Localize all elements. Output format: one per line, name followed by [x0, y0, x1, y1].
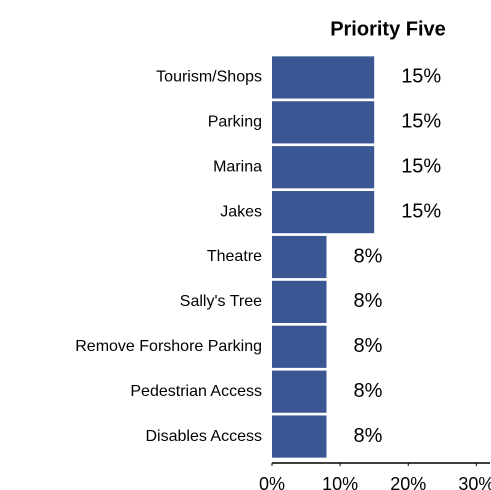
x-tick-label: 0% — [259, 474, 285, 490]
chart-title: Priority Five — [330, 18, 446, 40]
y-tick-label: Theatre — [207, 248, 262, 265]
value-label: 8% — [354, 245, 383, 267]
bar — [272, 56, 375, 99]
bar — [272, 235, 327, 279]
bar — [272, 146, 375, 189]
y-tick-label: Remove Forshore Parking — [75, 338, 262, 355]
y-tick-label: Disables Access — [146, 428, 263, 445]
value-label: 8% — [354, 335, 383, 357]
value-label: 15% — [401, 111, 441, 133]
value-label: 15% — [401, 200, 441, 222]
bar — [272, 370, 327, 413]
x-tick-label: 10% — [322, 474, 358, 490]
x-tick-label: 20% — [390, 474, 426, 490]
y-tick-label: Tourism/Shops — [156, 69, 262, 86]
y-tick-label: Parking — [208, 114, 262, 131]
y-tick-label: Jakes — [220, 203, 262, 220]
x-tick-label: 30% — [458, 474, 491, 490]
bar — [272, 101, 375, 144]
value-label: 15% — [401, 66, 441, 88]
value-label: 8% — [354, 425, 383, 447]
bar — [272, 325, 327, 368]
value-label: 8% — [354, 380, 383, 402]
bar — [272, 415, 327, 458]
bar — [272, 191, 375, 234]
value-label: 15% — [401, 156, 441, 178]
y-tick-label: Marina — [213, 158, 262, 175]
y-tick-label: Pedestrian Access — [130, 383, 262, 400]
y-tick-label: Sally's Tree — [180, 293, 262, 310]
bar — [272, 280, 327, 323]
value-label: 8% — [354, 290, 383, 312]
